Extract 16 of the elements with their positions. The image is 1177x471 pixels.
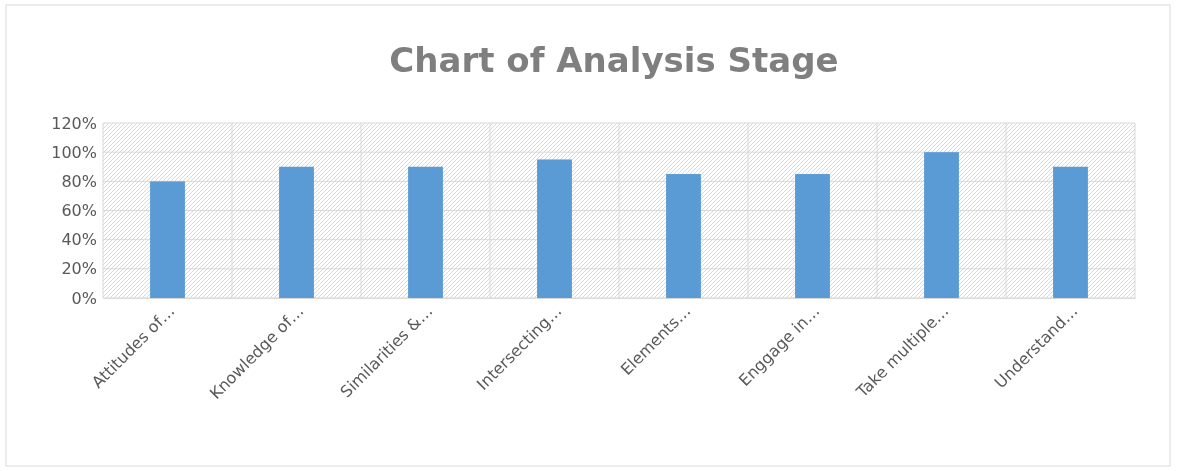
y-tick-label: 60% (61, 201, 97, 221)
y-tick-label: 20% (61, 259, 97, 279)
chart-title: Chart of Analysis Stage (389, 40, 839, 80)
y-tick-label: 80% (61, 171, 97, 191)
y-tick-label: 100% (51, 142, 97, 162)
y-tick-label: 120% (51, 113, 97, 133)
bar (795, 174, 830, 298)
bar (150, 181, 185, 298)
bar (1053, 166, 1088, 298)
bar (279, 166, 314, 298)
bar (924, 152, 959, 298)
bar (666, 174, 701, 298)
bar (408, 166, 443, 298)
y-tick-label: 0% (71, 288, 97, 308)
bar (537, 159, 572, 298)
y-tick-label: 40% (61, 230, 97, 250)
